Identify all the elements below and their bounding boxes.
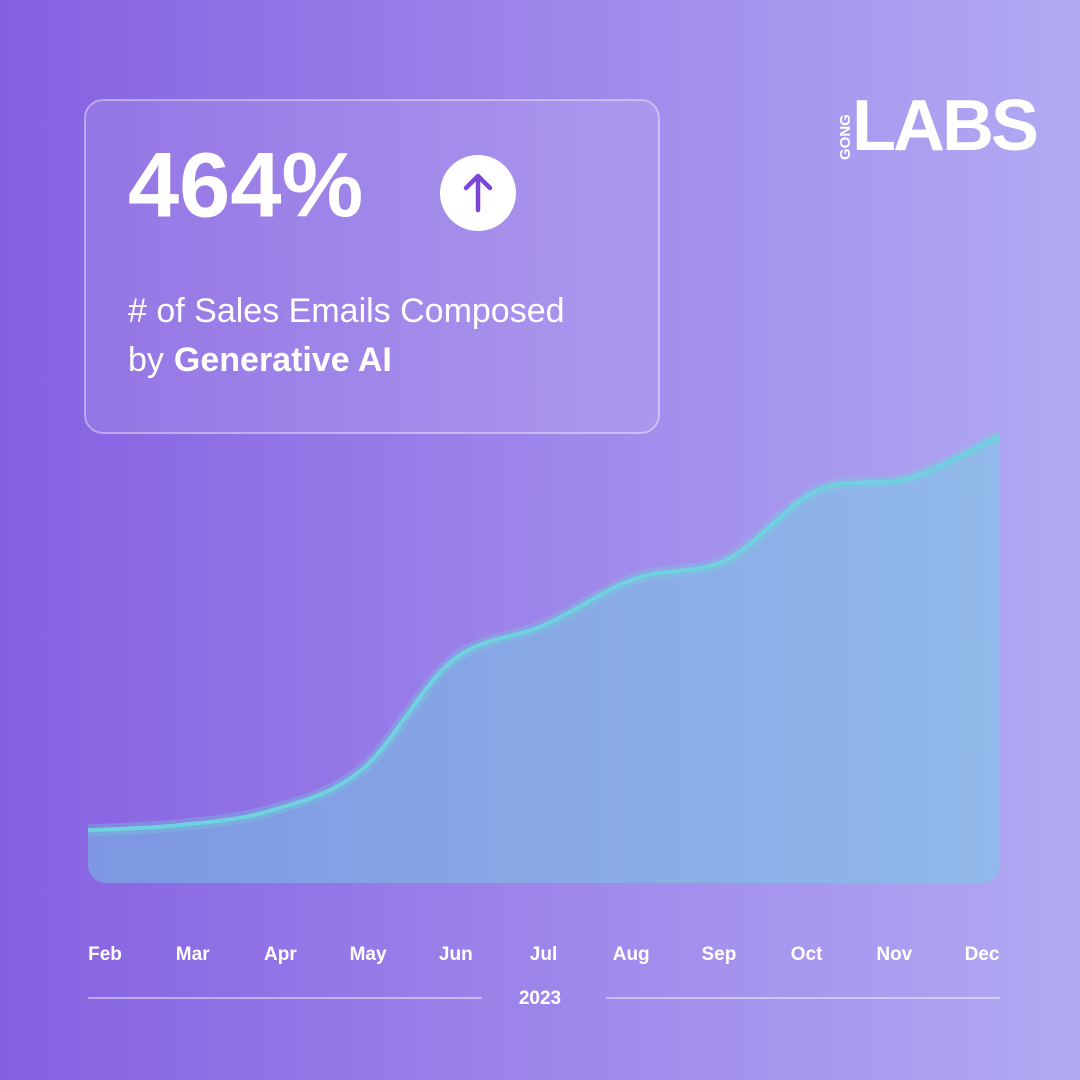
x-tick-label: Apr xyxy=(264,944,297,965)
x-tick-label: Nov xyxy=(876,944,912,965)
x-tick-label: Feb xyxy=(88,944,122,965)
x-tick-label: Jun xyxy=(439,944,473,965)
x-tick-label: Oct xyxy=(791,944,823,965)
brand-small: GONG xyxy=(837,114,854,160)
subtitle-line-2: by Generative AI xyxy=(128,341,392,379)
area xyxy=(88,435,1000,883)
x-tick-label: Aug xyxy=(613,944,650,965)
x-tick-label: May xyxy=(350,944,387,965)
x-tick-label: Mar xyxy=(176,944,210,965)
callout: 464% xyxy=(128,134,363,236)
brand-logo: LABS xyxy=(852,86,1037,166)
x-axis-label: 2023 xyxy=(519,988,561,1009)
plot: Feb Mar Apr May Jun Jul Aug Sep Oct Nov Dec xyxy=(88,430,1000,965)
x-tick-label: Sep xyxy=(701,944,736,965)
subtitle-line-1: # of Sales Emails Composed xyxy=(128,292,565,330)
subtitle-emphasis: Generative AI xyxy=(174,341,392,379)
stat-card xyxy=(84,99,660,434)
up-arrow xyxy=(463,173,493,213)
subtitle-prefix: by xyxy=(128,341,164,379)
line xyxy=(88,433,1000,833)
x-tick-label: Jul xyxy=(530,944,557,965)
x-tick-label: Dec xyxy=(965,944,1000,965)
area-group xyxy=(88,430,1000,883)
